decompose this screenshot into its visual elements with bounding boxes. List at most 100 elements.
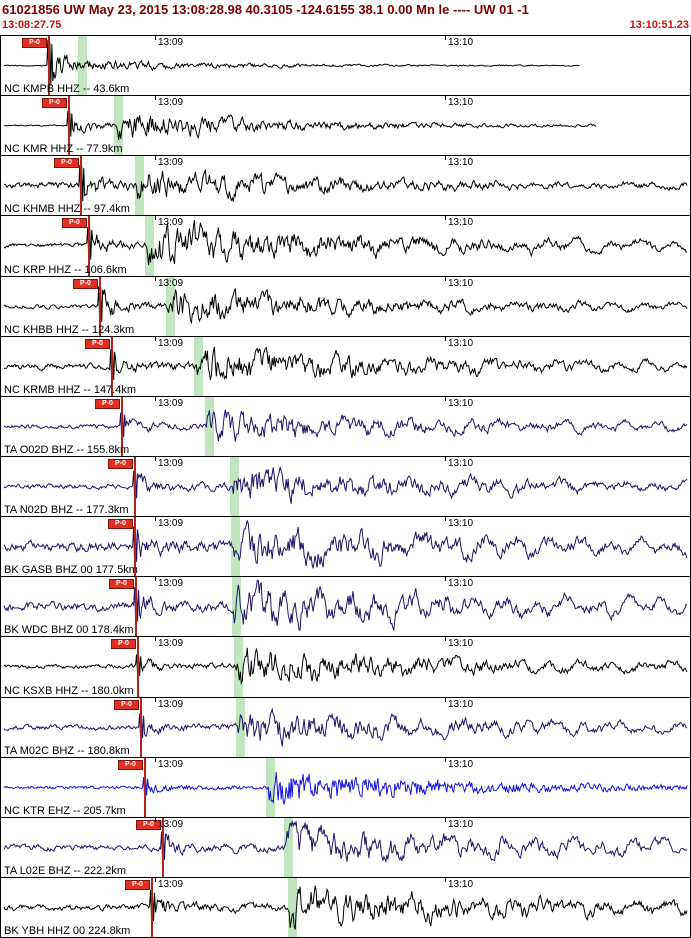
- trace-panel[interactable]: P-0 13:09 13:10 NC KMR HHZ -- 77.9km: [1, 96, 690, 157]
- minute-tick-label: 13:09: [158, 518, 184, 530]
- p-pick-line[interactable]: [80, 156, 82, 216]
- waveform-trace: [3, 220, 688, 266]
- waveform-trace: [3, 39, 580, 87]
- p-pick-line[interactable]: [48, 36, 50, 96]
- trace-panel[interactable]: P-0 13:09 13:10 NC KSXB HHZ -- 180.0km: [1, 637, 690, 698]
- seismogram-waveform[interactable]: [1, 457, 690, 516]
- p-pick-line[interactable]: [151, 877, 153, 938]
- p-pick-flag[interactable]: P-0: [114, 699, 139, 710]
- station-label: BK YBH HHZ 00 224.8km: [4, 925, 131, 938]
- waveform-trace: [3, 111, 597, 141]
- p-pick-flag[interactable]: P-0: [95, 398, 120, 409]
- minute-tick: [445, 517, 446, 522]
- seismogram-waveform[interactable]: [1, 758, 690, 817]
- minute-tick-label: 13:09: [158, 638, 184, 650]
- minute-tick-label: 13:10: [448, 878, 474, 890]
- p-pick-line[interactable]: [162, 817, 164, 877]
- trace-panel[interactable]: P-0 13:09 13:10 TA L02E BHZ -- 222.2km: [1, 817, 690, 878]
- minute-tick-label: 13:09: [158, 578, 184, 590]
- p-pick-flag[interactable]: P-0: [118, 759, 143, 770]
- station-label: NC KMR HHZ -- 77.9km: [4, 143, 123, 156]
- trace-panel-list: P-0 13:09 13:10 NC KMPB HHZ -- 43.6km P-0 13:…: [0, 35, 691, 938]
- p-pick-flag[interactable]: P-0: [62, 218, 87, 229]
- minute-tick-label: 13:09: [158, 698, 184, 710]
- minute-tick: [445, 216, 446, 221]
- p-pick-line[interactable]: [134, 456, 136, 517]
- minute-tick-label: 13:10: [448, 578, 474, 590]
- trace-panel[interactable]: P-0 13:09 13:10 NC KTR EHZ -- 205.7km: [1, 757, 690, 818]
- station-label: NC KHBB HHZ -- 124.3km: [4, 323, 135, 336]
- waveform-trace: [3, 520, 688, 569]
- trace-panel[interactable]: P-0 13:09 13:10 NC KRP HHZ -- 106.6km: [1, 216, 690, 277]
- station-label: BK WDC BHZ 00 178.4km: [4, 624, 134, 637]
- seismogram-waveform[interactable]: [1, 397, 690, 456]
- p-pick-line[interactable]: [135, 577, 137, 637]
- seismogram-waveform[interactable]: [1, 698, 690, 757]
- minute-tick-label: 13:09: [158, 37, 184, 48]
- p-pick-flag[interactable]: P-0: [108, 458, 133, 469]
- minute-tick: [155, 456, 156, 461]
- p-pick-line[interactable]: [111, 336, 113, 396]
- p-pick-line[interactable]: [121, 396, 123, 456]
- seismogram-waveform[interactable]: [1, 277, 690, 336]
- trace-panel[interactable]: P-0 13:09 13:10 NC KMPB HHZ -- 43.6km: [1, 36, 690, 97]
- p-pick-line[interactable]: [144, 757, 146, 817]
- trace-panel[interactable]: P-0 13:09 13:10 NC KRMB HHZ -- 147.4km: [1, 336, 690, 397]
- seismogram-waveform[interactable]: [1, 96, 690, 155]
- seismogram-waveform[interactable]: [1, 216, 690, 275]
- p-pick-line[interactable]: [140, 697, 142, 757]
- minute-tick: [445, 336, 446, 341]
- minute-tick: [155, 396, 156, 401]
- seismogram-waveform[interactable]: [1, 637, 690, 696]
- trace-panel[interactable]: P-0 13:09 13:10 TA O02D BHZ -- 155.8km: [1, 396, 690, 457]
- station-label: NC KHMB HHZ -- 97.4km: [4, 203, 130, 216]
- minute-tick-label: 13:10: [448, 337, 474, 349]
- minute-tick-label: 13:10: [448, 37, 474, 48]
- time-window-bar: 13:08:27.75 13:10:51.23: [0, 19, 691, 35]
- minute-tick: [155, 216, 156, 221]
- event-header: 61021856 UW May 23, 2015 13:08:28.98 40.…: [2, 2, 529, 17]
- p-pick-flag[interactable]: P-0: [109, 579, 134, 590]
- trace-panel[interactable]: P-0 13:09 13:10 BK WDC BHZ 00 178.4km: [1, 577, 690, 638]
- seismogram-waveform[interactable]: [1, 818, 690, 877]
- p-pick-flag[interactable]: P-0: [54, 158, 79, 169]
- p-pick-flag[interactable]: P-0: [85, 338, 110, 349]
- p-pick-flag[interactable]: P-0: [136, 819, 161, 830]
- seismogram-waveform[interactable]: [1, 517, 690, 576]
- waveform-trace: [3, 409, 688, 442]
- seismogram-waveform[interactable]: [1, 577, 690, 636]
- p-pick-flag[interactable]: P-0: [125, 879, 150, 890]
- minute-tick: [155, 757, 156, 762]
- s-window-highlight: [135, 156, 144, 216]
- trace-panel[interactable]: P-0 13:09 13:10 TA N02D BHZ -- 177.3km: [1, 456, 690, 518]
- station-label: NC KSXB HHZ -- 180.0km: [4, 684, 134, 697]
- p-pick-line[interactable]: [88, 216, 90, 276]
- seismogram-waveform[interactable]: [1, 36, 690, 95]
- trace-panel[interactable]: P-0 13:09 13:10 BK GASB BHZ 00 177.5km: [1, 517, 690, 578]
- p-pick-flag[interactable]: P-0: [22, 38, 47, 48]
- seismogram-waveform[interactable]: [1, 337, 690, 396]
- p-pick-flag[interactable]: P-0: [111, 639, 136, 650]
- s-window-highlight: [236, 697, 245, 757]
- minute-tick: [445, 697, 446, 702]
- s-window-highlight: [230, 456, 239, 517]
- p-pick-line[interactable]: [137, 637, 139, 697]
- p-pick-line[interactable]: [68, 96, 70, 156]
- trace-panel[interactable]: P-0 13:09 13:10 NC KHMB HHZ -- 97.4km: [1, 156, 690, 217]
- seismogram-waveform[interactable]: [1, 878, 690, 937]
- minute-tick: [445, 156, 446, 161]
- p-pick-flag[interactable]: P-0: [108, 519, 133, 530]
- trace-panel[interactable]: P-0 13:09 13:10 NC KHBB HHZ -- 124.3km: [1, 276, 690, 337]
- minute-tick-label: 13:10: [448, 698, 474, 710]
- p-pick-flag[interactable]: P-0: [42, 98, 67, 109]
- minute-tick: [155, 517, 156, 522]
- waveform-trace: [3, 821, 688, 864]
- p-pick-line[interactable]: [99, 276, 101, 336]
- minute-tick-label: 13:10: [448, 638, 474, 650]
- seismogram-waveform[interactable]: [1, 156, 690, 215]
- p-pick-flag[interactable]: P-0: [73, 278, 98, 289]
- trace-panel[interactable]: P-0 13:09 13:10 TA M02C BHZ -- 180.8km: [1, 697, 690, 758]
- p-pick-line[interactable]: [134, 517, 136, 577]
- trace-panel[interactable]: P-0 13:09 13:10 BK YBH HHZ 00 224.8km: [1, 877, 690, 938]
- station-label: BK GASB BHZ 00 177.5km: [4, 564, 138, 577]
